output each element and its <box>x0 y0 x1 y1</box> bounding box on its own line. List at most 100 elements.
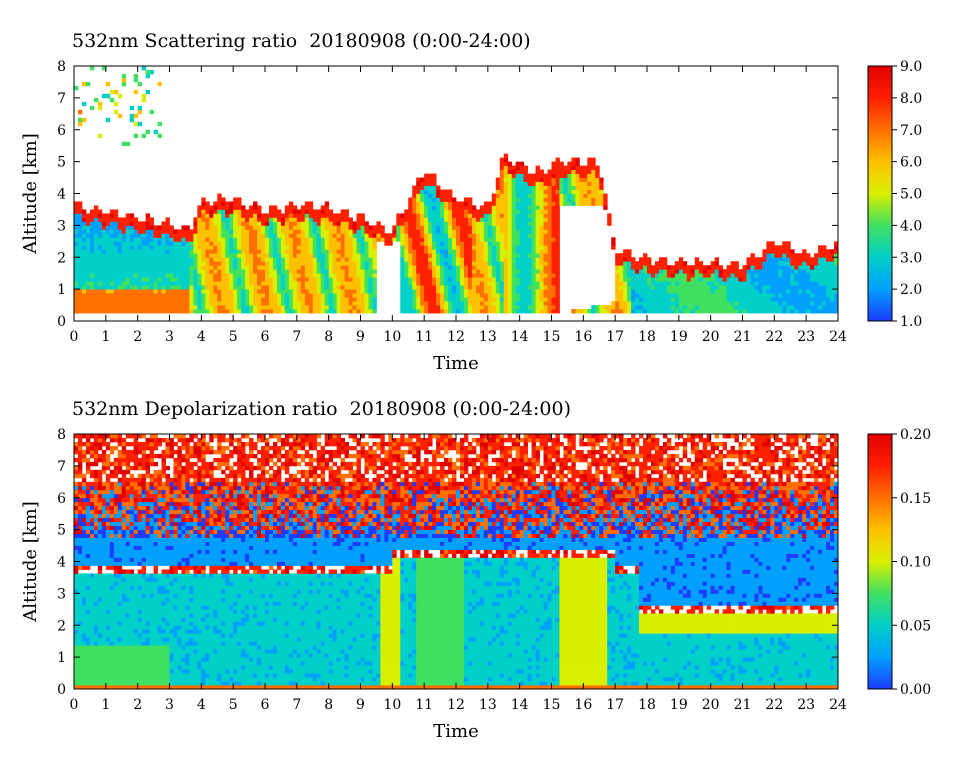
heatmap-cell <box>276 297 282 302</box>
heatmap-cell <box>352 265 357 270</box>
heatmap-cell <box>802 305 807 310</box>
heatmap-cell <box>491 229 497 234</box>
heatmap-cell <box>97 577 103 582</box>
heatmap-cell <box>834 273 838 278</box>
heatmap-cell <box>344 305 349 310</box>
heatmap-cell <box>97 249 103 254</box>
heatmap-cell <box>276 241 282 246</box>
heatmap-cell <box>631 293 636 298</box>
heatmap-cell <box>97 225 103 230</box>
heatmap-cell <box>428 237 433 242</box>
heatmap-cell <box>340 297 345 302</box>
heatmap-cell <box>543 213 548 218</box>
heatmap-cell <box>328 265 334 270</box>
heatmap-cell <box>440 277 445 282</box>
heatmap-cell <box>790 285 795 290</box>
heatmap-cell <box>261 289 266 294</box>
heatmap-cell <box>229 261 234 266</box>
heatmap-cell <box>328 245 334 250</box>
heatmap-cell <box>300 249 306 254</box>
heatmap-cell <box>535 249 540 254</box>
heatmap-cell <box>97 437 103 443</box>
heatmap-cell <box>543 309 548 314</box>
heatmap-cell <box>276 289 282 294</box>
heatmap-cell <box>201 273 206 278</box>
heatmap-cell <box>101 513 107 519</box>
heatmap-cell <box>523 233 529 238</box>
heatmap-cell <box>245 217 250 222</box>
heatmap-cell <box>758 305 763 310</box>
heatmap-cell <box>368 245 373 250</box>
heatmap-cell <box>105 617 111 622</box>
heatmap-cell <box>392 225 397 230</box>
heatmap-cell <box>74 577 79 582</box>
heatmap-cell <box>141 301 147 306</box>
heatmap-cell <box>440 213 445 218</box>
heatmap-cell <box>89 493 95 499</box>
heatmap-cell <box>344 213 349 218</box>
heatmap-cell <box>117 249 123 254</box>
heatmap-cell <box>300 265 306 270</box>
heatmap-cell <box>145 237 151 242</box>
heatmap-cell <box>77 209 83 214</box>
x-tick-label: 20 <box>702 329 720 345</box>
heatmap-cell <box>328 241 334 246</box>
heatmap-cell <box>420 233 425 238</box>
heatmap-cell <box>237 289 242 294</box>
heatmap-cell <box>284 245 290 250</box>
heatmap-cell <box>471 245 477 250</box>
heatmap-cell <box>77 297 83 302</box>
heatmap-cell <box>257 297 262 302</box>
heatmap-cell <box>742 289 747 294</box>
heatmap-cell <box>237 205 242 210</box>
heatmap-cell <box>404 221 409 226</box>
heatmap-cell <box>440 205 445 210</box>
heatmap-cell <box>746 261 751 266</box>
heatmap-cell <box>276 229 282 234</box>
heatmap-cell <box>420 257 425 262</box>
heatmap-cell <box>149 245 154 250</box>
heatmap-cell <box>834 293 838 298</box>
heatmap-cell <box>336 269 342 274</box>
heatmap-cell <box>193 309 198 314</box>
heatmap-cell <box>412 261 417 266</box>
heatmap-cell <box>249 217 254 222</box>
heatmap-cell <box>292 237 298 242</box>
heatmap-cell <box>503 233 509 238</box>
heatmap-cell <box>543 245 548 250</box>
heatmap-cell <box>205 309 210 314</box>
heatmap-cell <box>499 261 505 266</box>
heatmap-cell <box>822 305 827 310</box>
heatmap-cell <box>352 305 357 310</box>
heatmap-cell <box>209 293 214 298</box>
heatmap-cell <box>249 257 254 262</box>
heatmap-cell <box>245 285 250 290</box>
heatmap-cell <box>428 309 433 314</box>
heatmap-cell <box>157 233 162 238</box>
heatmap-cell <box>452 289 457 294</box>
heatmap-cell <box>519 277 525 282</box>
heatmap-cell <box>97 213 103 218</box>
heatmap-cell <box>74 505 79 511</box>
heatmap-cell <box>225 245 230 250</box>
heatmap-cell <box>368 289 373 294</box>
heatmap-cell <box>97 209 103 214</box>
heatmap-cell <box>280 253 286 258</box>
heatmap-cell <box>519 297 525 302</box>
heatmap-cell <box>205 209 210 214</box>
heatmap-cell <box>185 281 190 286</box>
heatmap-cell <box>213 253 218 258</box>
heatmap-cell <box>364 257 369 262</box>
heatmap-cell <box>786 305 791 310</box>
heatmap-cell <box>523 253 529 258</box>
heatmap-cell <box>539 225 544 230</box>
heatmap-cell <box>328 221 334 226</box>
heatmap-cell <box>205 265 210 270</box>
heatmap-cell <box>356 241 361 246</box>
heatmap-cell <box>718 293 724 298</box>
heatmap-cell <box>495 289 501 294</box>
heatmap-cell <box>292 225 298 230</box>
heatmap-cell <box>774 305 779 310</box>
heatmap-cell <box>356 217 361 222</box>
heatmap-cell <box>503 241 509 246</box>
